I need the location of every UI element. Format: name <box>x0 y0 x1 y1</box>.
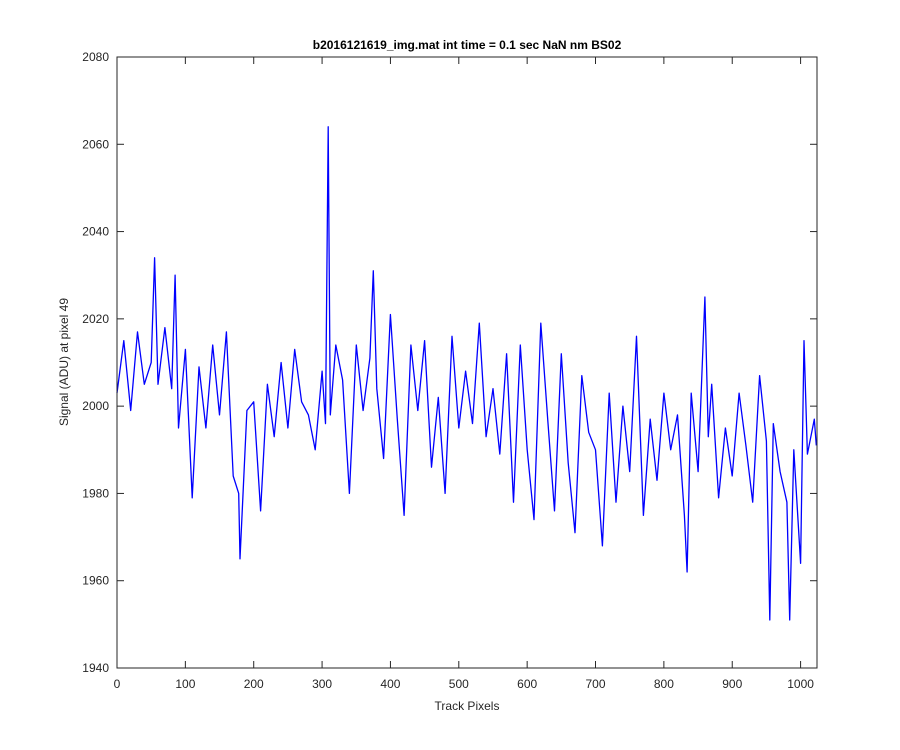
x-tick-label: 600 <box>517 677 537 691</box>
x-tick-label: 100 <box>175 677 195 691</box>
y-tick-label: 2080 <box>82 50 109 64</box>
y-tick-label: 1940 <box>82 661 109 675</box>
y-tick-label: 1980 <box>82 486 109 500</box>
signal-series-line <box>116 126 817 621</box>
x-axis-label: Track Pixels <box>435 699 500 713</box>
y-tick-label: 2000 <box>82 399 109 413</box>
x-tick-label: 400 <box>380 677 400 691</box>
x-tick-label: 700 <box>586 677 606 691</box>
x-tick-label: 1000 <box>787 677 814 691</box>
plot-frame <box>116 56 818 669</box>
y-axis-label: Signal (ADU) at pixel 49 <box>57 298 71 426</box>
series-layer <box>116 126 817 621</box>
x-tick-label: 0 <box>114 677 121 691</box>
y-tick-label: 2040 <box>82 225 109 239</box>
plot-area <box>117 57 817 668</box>
chart-title: b2016121619_img.mat int time = 0.1 sec N… <box>313 38 622 52</box>
x-tick-label: 200 <box>244 677 264 691</box>
x-tick-label: 500 <box>449 677 469 691</box>
ticks-layer: 0 100 200 300 400 500 600 700 800 900 1000 1940 1960… <box>82 50 817 691</box>
x-tick-label: 800 <box>654 677 674 691</box>
y-tick-label: 1960 <box>82 574 109 588</box>
x-tick-label: 300 <box>312 677 332 691</box>
y-tick-label: 2060 <box>82 137 109 151</box>
y-tick-label: 2020 <box>82 312 109 326</box>
x-tick-label: 900 <box>722 677 742 691</box>
